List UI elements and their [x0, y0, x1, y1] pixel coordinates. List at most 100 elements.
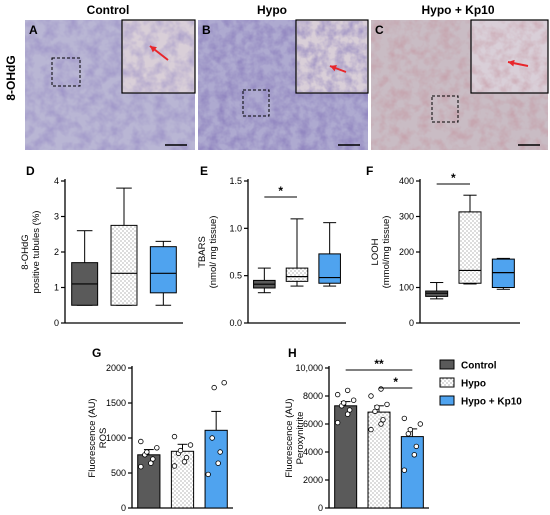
y-tick-label: 0: [54, 318, 59, 328]
box-hypo-kp10: [491, 258, 515, 289]
y-tick-label: 1000: [106, 433, 126, 443]
y-tick-label: 0: [121, 503, 126, 513]
y-tick-label: 500: [111, 468, 126, 478]
data-point: [368, 426, 374, 433]
data-point: [368, 393, 374, 399]
y-tick-label: 8000: [303, 391, 323, 401]
data-point: [344, 411, 351, 417]
panel-letter: A: [29, 23, 38, 37]
chart-panel-e: E TBARS (nmol/ mg tissue) 0.0 0.5 1.0 1.5 *: [197, 164, 346, 328]
panel-letter: B: [202, 23, 211, 37]
legend-label: Control: [461, 361, 497, 372]
legend: Control Hypo Hypo + Kp10: [439, 359, 522, 408]
data-point: [181, 459, 188, 465]
y-axis-label: (mmol/mg tissue): [381, 216, 392, 289]
region-of-interest-box: [242, 89, 270, 117]
y-tick-label: 200: [399, 247, 414, 257]
red-arrowhead-icon: [330, 65, 337, 72]
column-title-control: Control: [87, 3, 130, 17]
y-axis-label: 8-OHdG: [20, 234, 31, 269]
chart-panel-d: D 8-OHdG positive tubules (%) 0 1 2 3 4: [20, 164, 183, 328]
red-arrowhead-icon: [508, 59, 515, 67]
panel-letter: G: [92, 346, 101, 360]
y-axis-label: ROS: [98, 428, 109, 449]
chart-panel-g: G Fluorescence (AU) ROS 0 500 1000 1500 2000: [87, 346, 233, 513]
panel-letter: C: [375, 23, 384, 37]
data-point: [148, 460, 154, 466]
data-point: [405, 431, 412, 437]
y-tick-label: 0: [409, 318, 414, 328]
data-point: [171, 433, 178, 440]
panel-letter: E: [200, 164, 208, 178]
data-point: [413, 443, 420, 450]
y-axis-label: (nmol/ mg tissue): [208, 216, 219, 289]
y-tick-label: 4: [54, 176, 59, 186]
micrograph-b: B: [198, 19, 369, 150]
box-hypo: [110, 224, 138, 306]
y-tick-label: 6000: [303, 419, 323, 429]
data-point: [372, 408, 378, 415]
box-hypo-kp10: [318, 253, 341, 284]
y-tick-label: 4000: [303, 447, 323, 457]
chart-panels: D 8-OHdG positive tubules (%) 0 1 2 3 4 E TBARS (n…: [20, 164, 520, 513]
legend-swatch: [439, 395, 455, 406]
data-point: [384, 401, 390, 408]
legend-swatch: [439, 377, 455, 388]
y-tick-label: 1.5: [229, 176, 242, 186]
box-hypo: [458, 211, 482, 284]
y-tick-label: 3: [54, 212, 59, 222]
bar-hypo: [170, 450, 195, 509]
y-tick-label: 10,000: [295, 363, 323, 373]
data-point: [221, 380, 227, 386]
data-point: [217, 449, 223, 455]
y-tick-label: 1500: [106, 398, 126, 408]
chart-panel-h: H Fluorescence (AU) Peroxynitrite 0 2000 4000…: [284, 346, 429, 513]
box-hypo: [285, 267, 309, 282]
data-point: [417, 421, 424, 427]
y-tick-label: 1: [54, 283, 59, 293]
data-point: [144, 449, 150, 455]
data-point: [138, 464, 144, 470]
data-point: [378, 386, 384, 392]
y-axis-label: LOOH: [370, 238, 381, 265]
data-point: [171, 463, 178, 469]
y-tick-label: 100: [399, 283, 414, 293]
data-point: [344, 387, 351, 394]
y-axis-label: TBARS: [197, 236, 208, 268]
data-point: [350, 397, 357, 403]
panel-letter: F: [366, 164, 373, 178]
y-tick-label: 300: [399, 212, 414, 222]
red-arrowhead-icon: [150, 46, 157, 53]
data-point: [411, 452, 418, 458]
data-point: [340, 400, 347, 406]
data-point: [407, 426, 414, 433]
y-tick-label: 2000: [106, 363, 126, 373]
data-point: [154, 445, 160, 451]
legend-swatch: [439, 359, 455, 370]
micrograph-row: A B C: [25, 19, 549, 150]
data-point: [177, 447, 184, 454]
data-point: [334, 391, 341, 398]
significance-marker: **: [374, 357, 384, 371]
y-tick-label: 0.5: [229, 271, 242, 281]
significance-marker: *: [451, 171, 456, 185]
inset-texture: [297, 21, 367, 92]
data-point: [183, 454, 190, 461]
data-point: [380, 417, 386, 423]
data-point: [138, 438, 144, 445]
y-axis-label: Peroxynitrite: [295, 412, 306, 465]
y-tick-label: 0: [318, 503, 323, 513]
significance-marker: *: [393, 375, 398, 389]
y-tick-label: 2000: [303, 475, 323, 485]
panel-letter: H: [288, 346, 297, 360]
legend-label: Hypo: [461, 379, 486, 390]
micrograph-a: A: [25, 19, 196, 150]
data-point: [401, 415, 408, 422]
data-point: [334, 419, 341, 426]
y-axis-label: Fluorescence (AU): [284, 398, 295, 477]
data-point: [150, 456, 156, 462]
data-point: [346, 407, 353, 413]
inset-texture: [123, 21, 194, 92]
data-point: [187, 442, 194, 448]
box-hypo-kp10: [149, 246, 177, 294]
